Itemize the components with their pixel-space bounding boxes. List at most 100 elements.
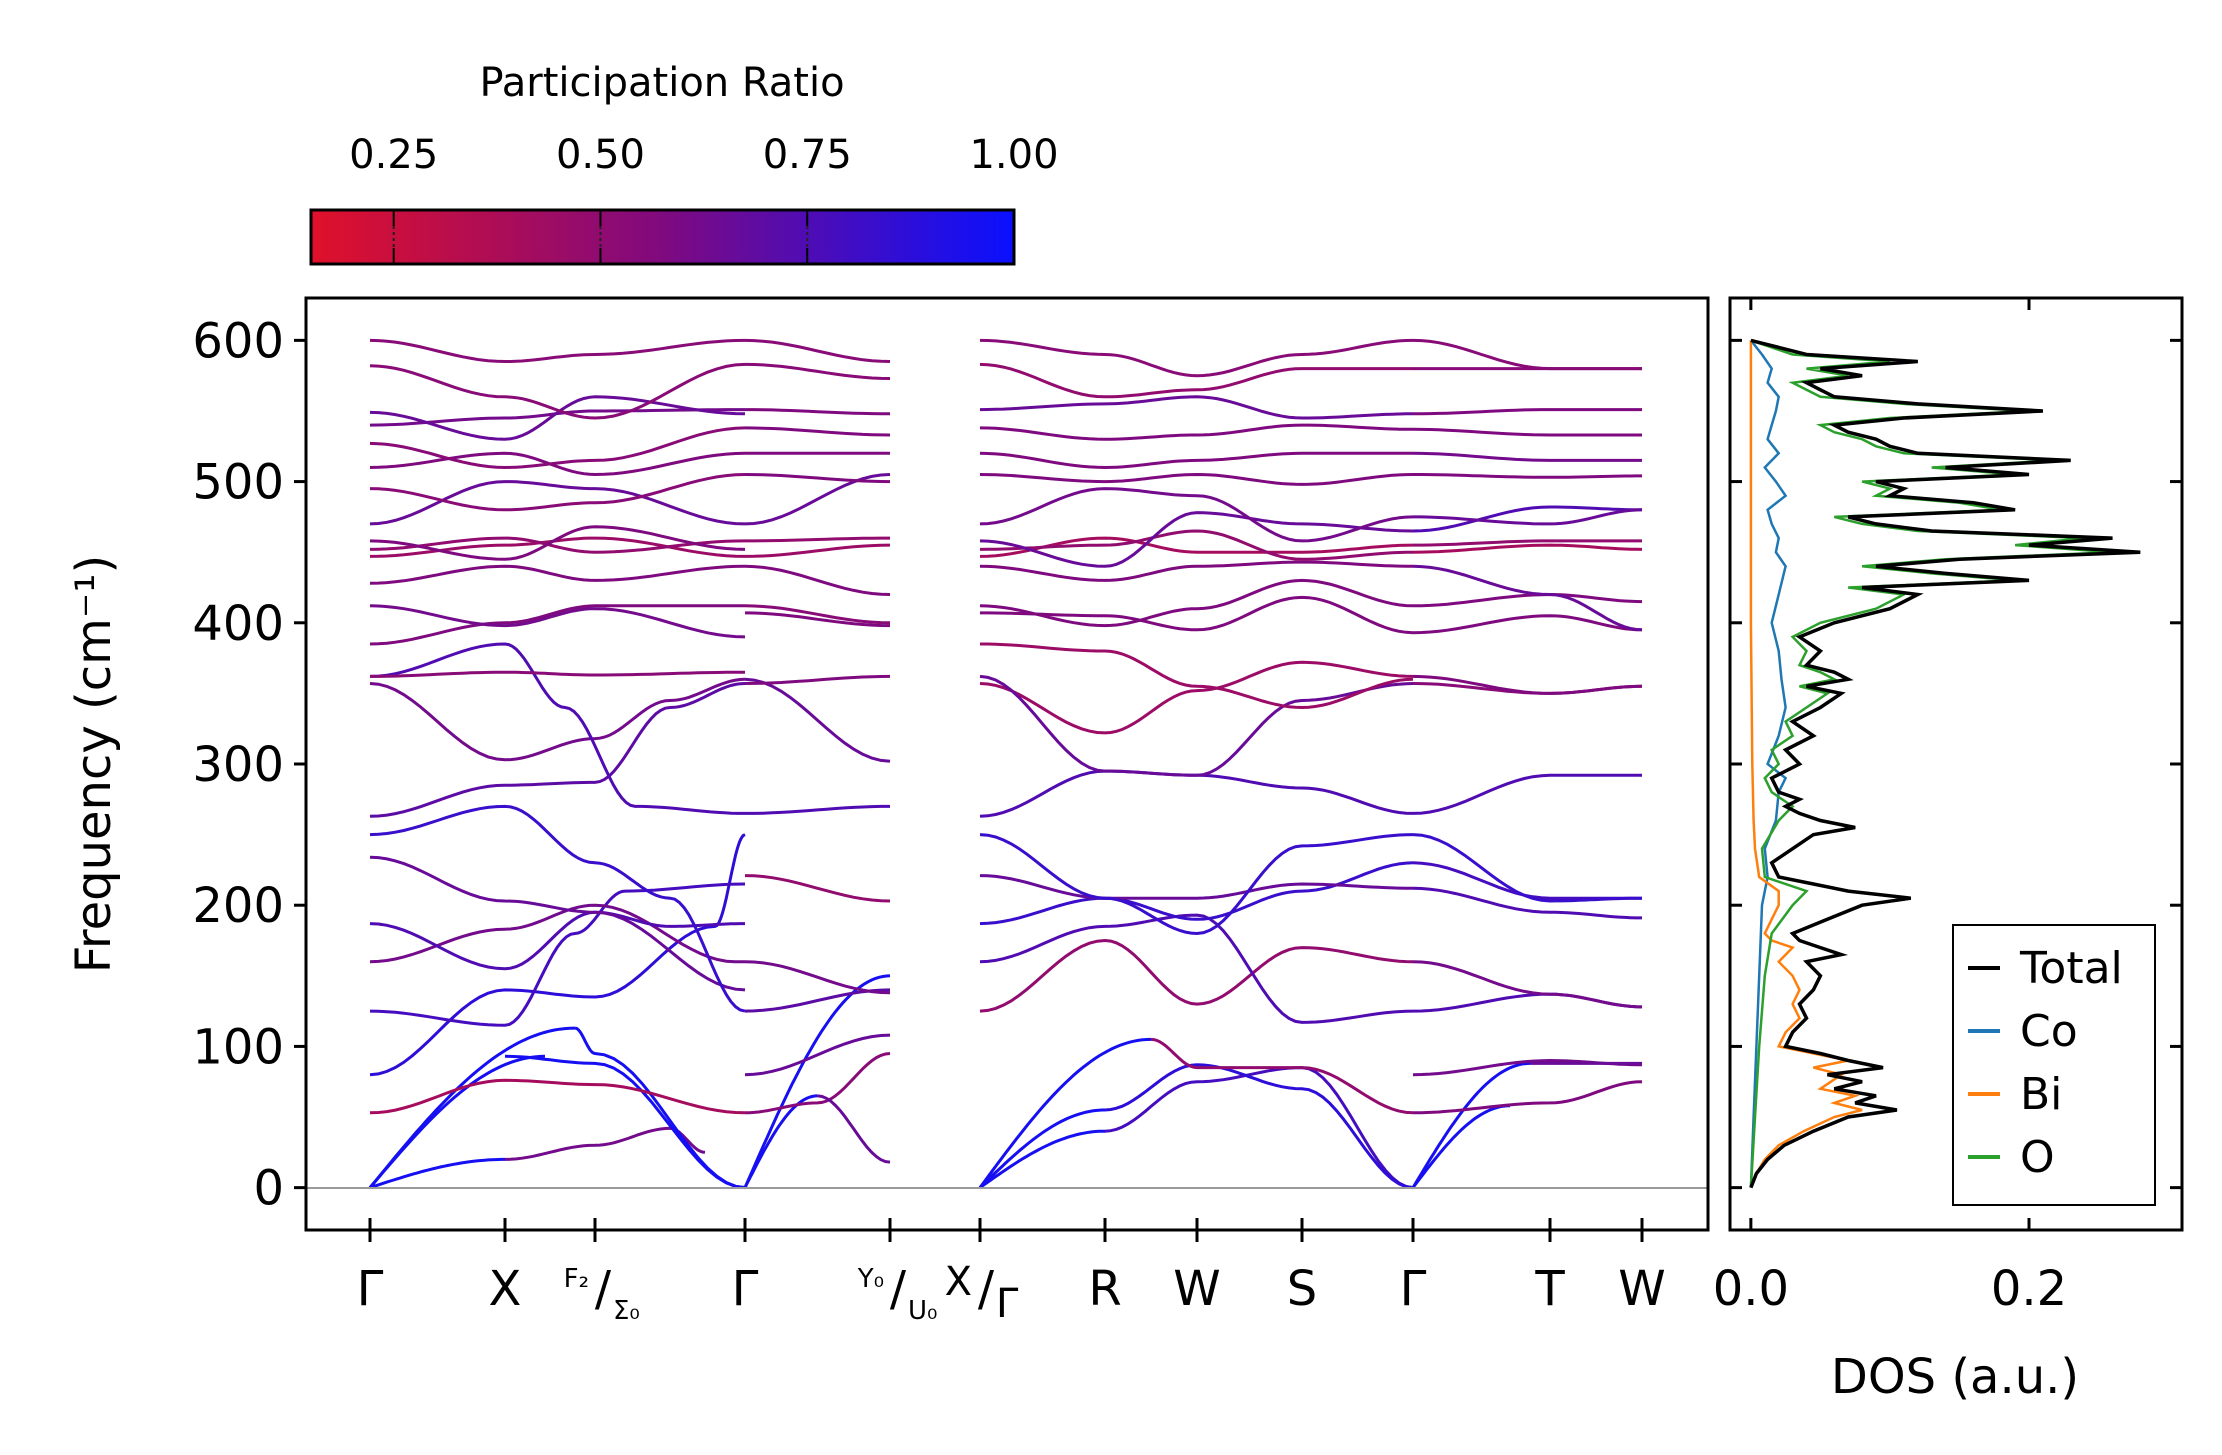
band-branch — [574, 1026, 746, 1190]
path-label-lower: U₀ — [908, 1296, 937, 1326]
path-label: R — [1088, 1261, 1121, 1317]
dos-x-tick-label: 0.0 — [1713, 1261, 1789, 1317]
band-branch — [369, 804, 746, 1013]
legend-label-co: Co — [2020, 1006, 2078, 1057]
band-branch — [744, 543, 891, 558]
band-branch — [1104, 1063, 1414, 1190]
legend-label-o: O — [2020, 1132, 2055, 1183]
band-branch — [1412, 614, 1643, 635]
band-acoustic — [979, 1129, 1105, 1189]
path-label-upper: F₂ — [564, 1264, 589, 1294]
band-branch — [979, 423, 1413, 441]
band-branch — [369, 564, 746, 585]
band-branch — [979, 487, 1414, 543]
band-acoustic — [978, 1108, 1105, 1189]
band-branch — [1412, 338, 1642, 371]
path-label-lower: Σ₀ — [613, 1296, 640, 1326]
colorbar-ticks: 0.25 0.50 0.75 1.00 — [349, 132, 1059, 264]
dos-axis-label: DOS (a.u.) — [1831, 1349, 2079, 1405]
frequency-ticks: 0 100 200 300 400 500 600 — [192, 313, 306, 1217]
band-branch — [1412, 674, 1643, 695]
band-branch — [1413, 473, 1642, 479]
band-branch — [817, 1094, 891, 1164]
band-branch — [979, 395, 1413, 420]
band-acoustic — [743, 974, 891, 1189]
band-branch — [744, 874, 891, 903]
band-branch — [979, 529, 1413, 561]
band-branch — [744, 677, 891, 763]
band-branch — [1412, 886, 1642, 920]
band-structure-panel: Γ X F₂ / Σ₀ Γ Y₀ / U₀X / Γ R W S Γ T W 01002003004005006… — [66, 296, 1710, 1327]
band-branch — [979, 660, 1414, 735]
band-branch — [1413, 539, 1642, 547]
path-label-upper: X — [945, 1259, 972, 1305]
band-branch — [504, 1054, 746, 1190]
band-branch — [979, 338, 1414, 378]
colorbar-tick-label: 1.00 — [969, 132, 1058, 178]
dos-ticks: 0.0 0.2 — [1713, 298, 2182, 1317]
band-branch — [369, 903, 745, 964]
band-branch — [369, 536, 746, 554]
band-branch — [1412, 833, 1642, 903]
band-branch — [745, 804, 890, 815]
band-branch — [979, 451, 1413, 470]
band-branch — [979, 913, 1414, 1024]
y-tick-label: 100 — [192, 1019, 284, 1075]
band-acoustic — [978, 1037, 1152, 1189]
band-branch — [979, 938, 1414, 1013]
band-branch — [979, 362, 1413, 399]
band-branch — [1412, 543, 1643, 554]
band-branch — [979, 674, 1414, 777]
band-branch — [745, 408, 890, 416]
band-acoustic — [743, 1094, 818, 1189]
colorbar: Participation Ratio 0.25 0.50 0.75 1.00 — [309, 60, 1059, 266]
path-ticks: Γ X F₂ / Σ₀ Γ Y₀ / U₀X / Γ R W S Γ T W — [357, 1218, 1666, 1327]
path-label: W — [1173, 1261, 1220, 1317]
band-branch — [369, 362, 746, 420]
band-branch — [369, 426, 746, 470]
path-label-slash: / — [890, 1261, 907, 1317]
band-branch — [745, 536, 890, 543]
band-branch — [979, 874, 1414, 900]
band-branch — [369, 1078, 746, 1115]
path-label: S — [1287, 1261, 1317, 1317]
band-branch — [1412, 427, 1642, 437]
y-tick-label: 400 — [192, 596, 284, 652]
band-branch — [744, 1052, 891, 1115]
band-branch — [1412, 451, 1642, 462]
band-branch — [744, 674, 891, 685]
colorbar-title: Participation Ratio — [479, 60, 844, 106]
dos-line-co — [1749, 339, 1788, 1188]
y-tick-label: 600 — [192, 313, 284, 369]
path-label-upper: Y₀ — [857, 1264, 884, 1294]
band-branch — [369, 642, 745, 815]
band-branch — [744, 1033, 891, 1077]
path-label: F₂ / Σ₀ — [564, 1261, 640, 1326]
band-branch — [1412, 564, 1643, 632]
dos-line-total — [1749, 338, 2141, 1189]
dos-x-tick-label: 0.2 — [1991, 1261, 2067, 1317]
band-branch — [369, 604, 746, 639]
dos-line-bi — [1749, 340, 1863, 1189]
band-branch — [1413, 508, 1643, 526]
phonon-bands — [368, 338, 1643, 1190]
dos-legend: Total Co Bi O — [1952, 924, 2156, 1206]
band-acoustic — [369, 1157, 505, 1190]
band-branch — [369, 882, 746, 1027]
dos-curves — [1749, 338, 2141, 1189]
path-label-slash: / — [978, 1261, 995, 1317]
band-branch — [980, 595, 1414, 635]
band-axes-frame — [304, 296, 1710, 1232]
band-branch — [369, 682, 746, 818]
path-label: X — [489, 1261, 522, 1317]
band-branch — [369, 677, 746, 762]
band-branch — [979, 833, 1414, 936]
band-branch — [744, 338, 891, 363]
path-label: W — [1618, 1261, 1665, 1317]
band-branch — [744, 426, 891, 437]
band-branch — [369, 833, 746, 1077]
y-tick-label: 0 — [253, 1161, 284, 1217]
band-acoustic — [1411, 1061, 1531, 1189]
band-branch — [979, 578, 1414, 628]
colorbar-fill — [309, 208, 1016, 266]
